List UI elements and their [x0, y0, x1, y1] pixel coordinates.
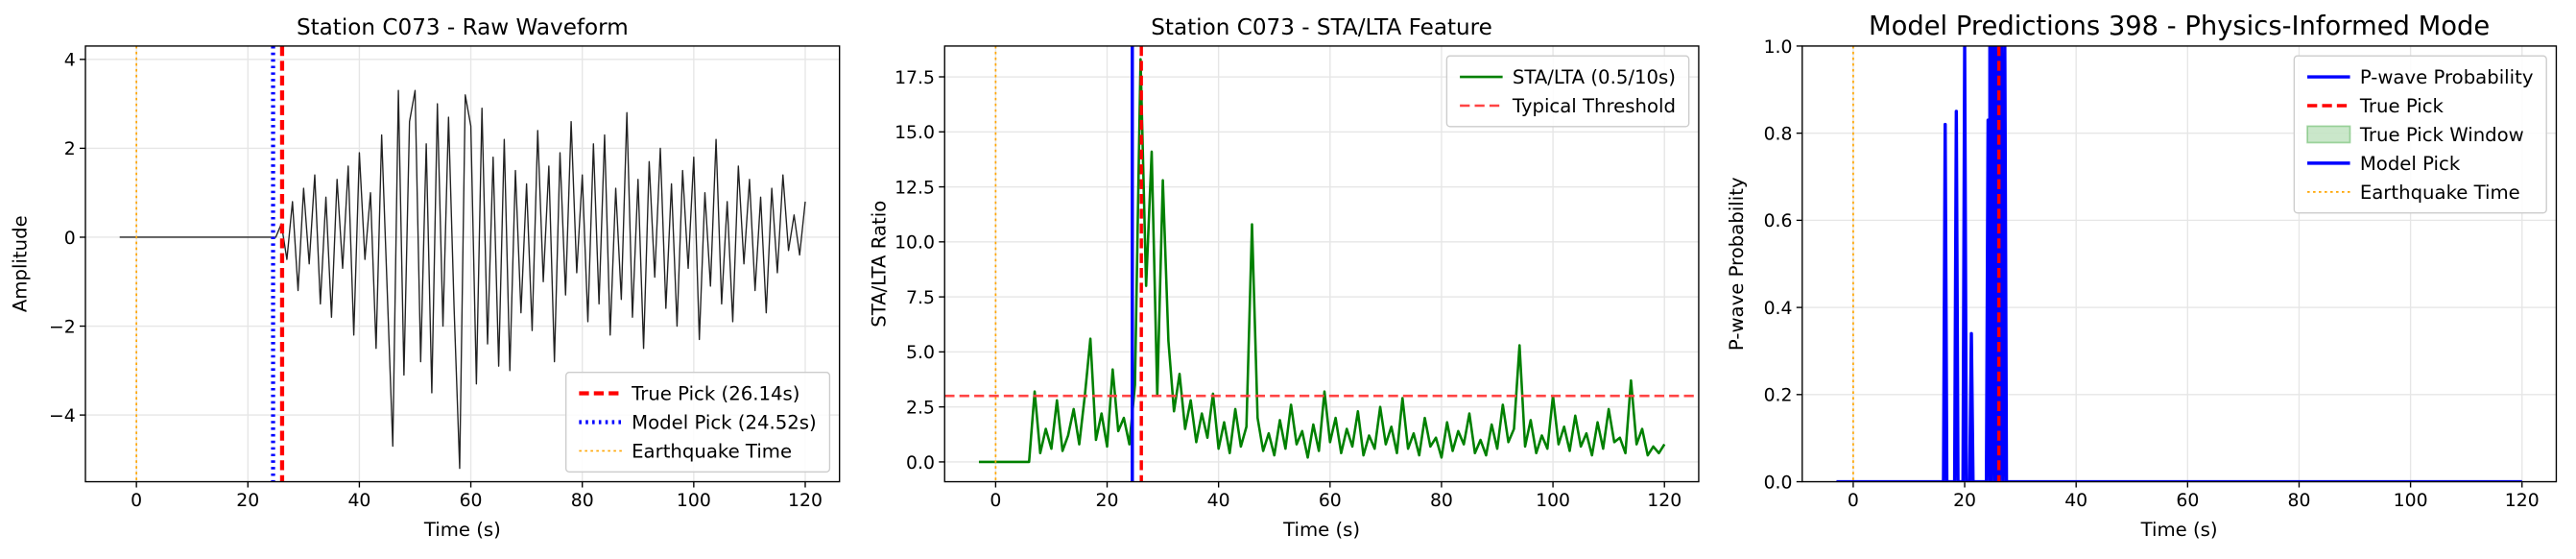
- x-tick-label: 80: [1430, 491, 1453, 511]
- y-axis-label: P-wave Probability: [1726, 177, 1748, 351]
- x-tick-label: 60: [1319, 491, 1342, 511]
- x-tick-label: 20: [1953, 491, 1976, 511]
- x-tick-label: 0: [1848, 491, 1859, 511]
- y-tick-label: 0: [64, 229, 76, 249]
- legend: True Pick (26.14s) Model Pick (24.52s) Ear…: [564, 372, 831, 473]
- x-tick-label: 100: [1536, 491, 1570, 511]
- x-tick-label: 80: [2287, 491, 2310, 511]
- x-tick-label: 100: [2394, 491, 2428, 511]
- chart-title: Model Predictions 398 - Physics-Informed…: [1869, 12, 2490, 41]
- chart-title: Station C073 - STA/LTA Feature: [1151, 15, 1492, 40]
- x-tick-label: 40: [1207, 491, 1230, 511]
- y-axis-label: Amplitude: [9, 215, 31, 312]
- y-tick-label: 5.0: [906, 343, 935, 363]
- x-tick-label: 120: [2505, 491, 2540, 511]
- panel: 0 20 40 60 80 100 120 −4 −2 0 2 4 Station C073 - Raw…: [9, 15, 841, 541]
- y-tick-label: 0.4: [1764, 299, 1793, 319]
- legend: STA/LTA (0.5/10s) Typical Threshold: [1445, 55, 1690, 128]
- axes-frame: [943, 45, 1700, 483]
- x-tick-label: 20: [1096, 491, 1119, 511]
- legend-handle: [2306, 125, 2351, 144]
- y-tick-label: 10.0: [894, 233, 935, 254]
- x-tick-label: 120: [788, 491, 823, 511]
- legend-box: [564, 372, 831, 473]
- x-tick-label: 0: [131, 491, 142, 511]
- x-tick-label: 20: [236, 491, 259, 511]
- series-line: [119, 89, 806, 470]
- y-tick-label: 0.6: [1764, 211, 1793, 231]
- plot-area: [1836, 45, 2522, 482]
- legend-label: STA/LTA (0.5/10s): [1513, 66, 1676, 88]
- x-axis-label: Time (s): [1282, 519, 1360, 541]
- x-tick-label: 0: [990, 491, 1001, 511]
- legend-label: True Pick (26.14s): [631, 383, 799, 405]
- y-tick-label: 0.8: [1764, 125, 1793, 145]
- y-tick-label: 2: [64, 139, 76, 159]
- chart-title: Station C073 - Raw Waveform: [297, 15, 629, 40]
- y-tick-label: −2: [49, 317, 76, 337]
- legend-box: [1445, 55, 1690, 128]
- y-tick-label: −4: [49, 406, 76, 426]
- legend-label: Earthquake Time: [632, 441, 792, 463]
- axes-frame: [1801, 45, 2558, 483]
- y-tick-label: 0.2: [1764, 386, 1793, 406]
- y-tick-label: 15.0: [894, 123, 935, 143]
- x-tick-label: 100: [677, 491, 711, 511]
- x-axis-label: Time (s): [423, 519, 501, 541]
- y-tick-label: 1.0: [1764, 37, 1793, 58]
- x-tick-label: 40: [2064, 491, 2087, 511]
- legend: P-wave Probability True Pick True Pick Win…: [2293, 55, 2547, 214]
- y-tick-label: 4: [64, 51, 76, 71]
- legend-label: Typical Threshold: [1512, 95, 1676, 117]
- y-tick-label: 7.5: [906, 288, 935, 308]
- legend-label: P-wave Probability: [2360, 66, 2534, 88]
- x-tick-label: 60: [2176, 491, 2199, 511]
- panel: 0 20 40 60 80 100 120 0.0 0.2 0.4 0.6 0.8 1.0 Model P…: [1726, 12, 2558, 541]
- y-tick-label: 2.5: [906, 398, 935, 418]
- legend-label: True Pick Window: [2359, 124, 2524, 146]
- x-tick-label: 40: [347, 491, 370, 511]
- y-tick-label: 0.0: [906, 453, 935, 474]
- legend-label: True Pick: [2359, 95, 2445, 117]
- series-line: [1836, 45, 2522, 482]
- x-axis-label: Time (s): [2140, 519, 2218, 541]
- x-tick-label: 80: [571, 491, 594, 511]
- legend-label: Model Pick (24.52s): [632, 412, 817, 434]
- panel: 0 20 40 60 80 100 120 0.0 2.5 5.0 7.5 10.0 12.5 15.0 1…: [869, 15, 1700, 541]
- series-line: [978, 58, 1666, 464]
- y-axis-label: STA/LTA Ratio: [869, 201, 891, 328]
- y-tick-label: 17.5: [894, 68, 935, 88]
- legend-label: Earthquake Time: [2360, 182, 2520, 204]
- axes-frame: [84, 45, 841, 483]
- x-tick-label: 120: [1647, 491, 1682, 511]
- plot-area: [119, 45, 806, 482]
- y-tick-label: 0.0: [1764, 473, 1793, 493]
- x-tick-label: 60: [460, 491, 483, 511]
- y-tick-label: 12.5: [894, 178, 935, 198]
- plot-area: [944, 45, 1699, 482]
- legend-label: Model Pick: [2360, 153, 2461, 175]
- legend-box: [2293, 55, 2547, 214]
